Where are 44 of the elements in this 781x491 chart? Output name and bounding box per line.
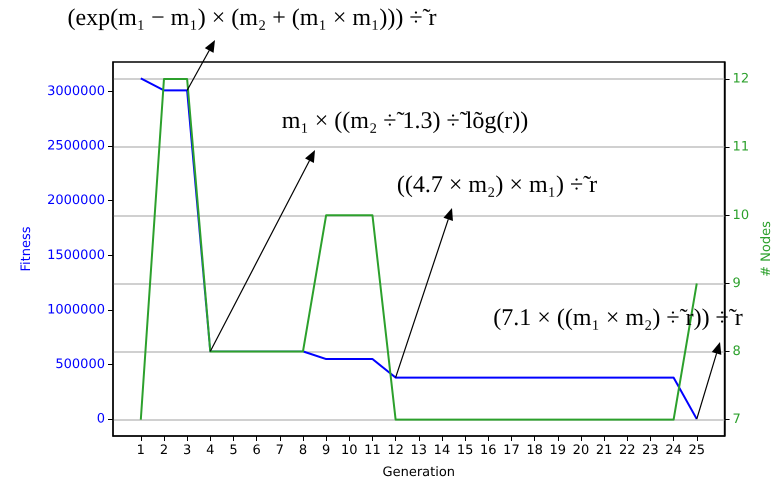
x-tick-label: 11 — [364, 443, 381, 458]
y-tick-label: 1000000 — [47, 302, 105, 318]
x-tick-label: 10 — [341, 443, 358, 458]
x-tick-label: 25 — [688, 443, 706, 458]
y-tick-label: 0 — [96, 412, 105, 427]
y2-tick-label: 10 — [732, 208, 750, 223]
x-tick-label: 1 — [136, 443, 145, 458]
y2-tick-label: 7 — [732, 412, 741, 428]
x-tick-label: 24 — [665, 443, 682, 458]
x-tick-label: 5 — [229, 443, 238, 458]
x-tick-label: 7 — [276, 443, 284, 458]
x-tick-label: 19 — [549, 443, 566, 458]
x-tick-label: 23 — [642, 443, 659, 458]
x-axis-title: Generation — [382, 465, 456, 480]
x-tick-label: 8 — [298, 443, 308, 458]
annotation: ((4.7 × m₂) × m₁) ÷̃ r — [396, 172, 598, 198]
x-tick-label: 9 — [322, 443, 330, 458]
y2-tick-label: 11 — [732, 140, 750, 155]
x-tick-label: 13 — [410, 443, 428, 458]
x-tick-label: 16 — [480, 443, 497, 458]
y-tick-label: 1500000 — [47, 248, 105, 263]
annotation: (exp(m₁ − m₁) × (m₂ + (m₁ × m₁))) ÷̃ r — [67, 5, 437, 31]
x-tick-label: 2 — [160, 443, 168, 458]
x-tick-label: 4 — [206, 443, 214, 458]
y-tick-label: 2500000 — [47, 138, 105, 154]
x-tick-label: 12 — [387, 443, 404, 458]
x-tick-label: 18 — [526, 443, 543, 458]
annotation: m₁ × ((m₂ ÷̃ 1.3) ÷̃ lõg(r)) — [282, 108, 528, 134]
y-tick-label: 2000000 — [47, 193, 105, 208]
y2-axis-title: # Nodes — [759, 220, 774, 277]
x-tick-label: 22 — [618, 443, 636, 458]
y2-tick-label: 12 — [732, 72, 750, 87]
x-tick-label: 6 — [252, 443, 261, 458]
y-axis-title: Fitness — [19, 226, 34, 272]
x-tick-label: 14 — [434, 443, 450, 458]
x-tick-label: 17 — [503, 443, 520, 458]
y2-tick-label: 9 — [732, 276, 741, 291]
y-tick-label: 500000 — [55, 356, 105, 372]
x-tick-label: 21 — [596, 443, 612, 458]
y2-tick-label: 8 — [732, 344, 741, 360]
x-tick-label: 3 — [182, 443, 192, 458]
x-tick-label: 20 — [572, 443, 590, 458]
x-tick-label: 15 — [456, 443, 474, 458]
y-tick-label: 3000000 — [47, 84, 105, 99]
